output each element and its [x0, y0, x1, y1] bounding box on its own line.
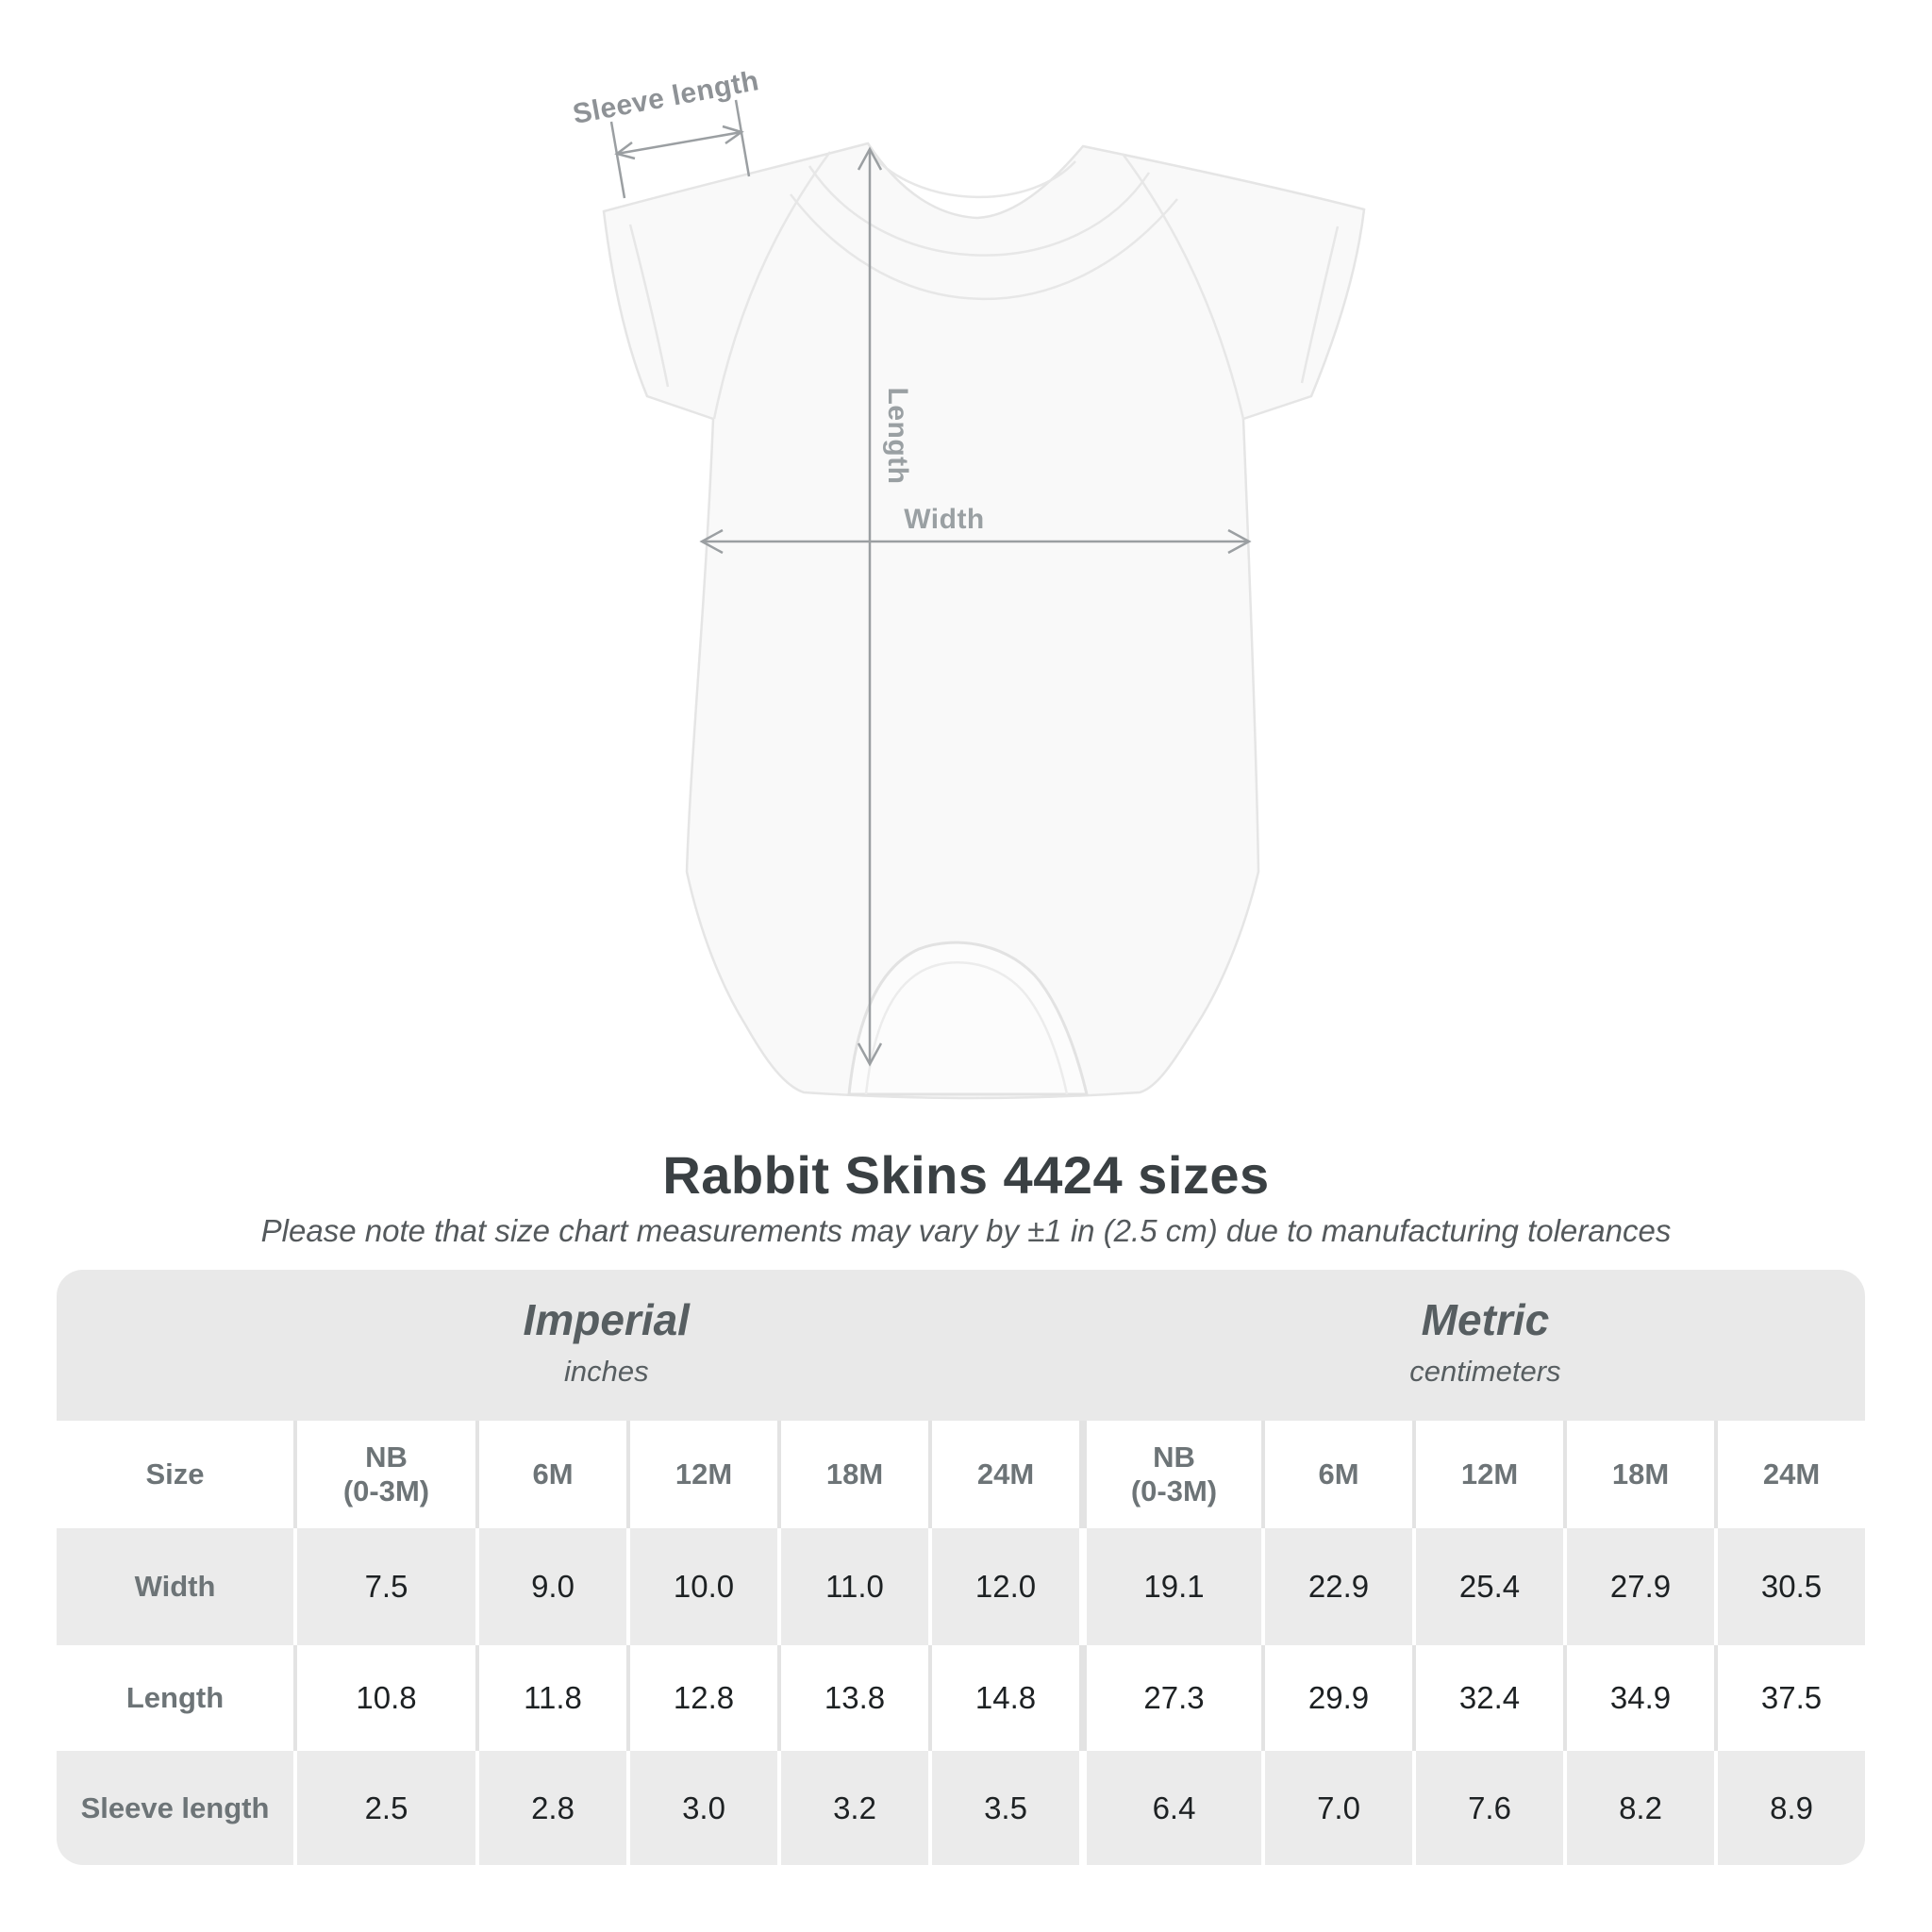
width-value: 11.0	[777, 1528, 928, 1645]
length-value: 13.8	[777, 1645, 928, 1751]
sleeve-value: 6.4	[1079, 1751, 1261, 1865]
width-arrow	[699, 528, 1252, 555]
metric-section-header: Metric centimeters	[1409, 1294, 1560, 1389]
width-value: 30.5	[1714, 1528, 1865, 1645]
size-header-row: Size NB (0-3M) 6M 12M 18M 24M NB (0-3M) 6M…	[57, 1421, 1865, 1528]
length-value: 29.9	[1261, 1645, 1412, 1751]
row-label-size: Size	[57, 1421, 293, 1528]
column-header-nb-metric: NB (0-3M)	[1079, 1421, 1261, 1528]
bodysuit-shape	[602, 142, 1366, 1100]
imperial-section-header: Imperial inches	[524, 1294, 690, 1389]
column-header-text: 24M	[1762, 1457, 1821, 1491]
sleeve-length-arrow	[609, 99, 751, 199]
length-value: 11.8	[475, 1645, 626, 1751]
row-label-length: Length	[57, 1645, 293, 1751]
sleeve-value: 3.0	[626, 1751, 777, 1865]
length-value: 34.9	[1563, 1645, 1714, 1751]
sleeve-value: 2.8	[475, 1751, 626, 1865]
length-value: 32.4	[1412, 1645, 1563, 1751]
width-value: 22.9	[1261, 1528, 1412, 1645]
column-header-24m-metric: 24M	[1714, 1421, 1865, 1528]
bodysuit-illustration	[602, 99, 1366, 1100]
sleeve-length-row: Sleeve length 2.5 2.8 3.0 3.2 3.5 6.4 7.…	[57, 1751, 1865, 1865]
column-header-subtext: (0-3M)	[342, 1474, 430, 1507]
column-header-text: 18M	[825, 1457, 884, 1491]
metric-title: Metric	[1421, 1295, 1550, 1344]
metric-unit: centimeters	[1409, 1355, 1561, 1388]
length-value: 10.8	[293, 1645, 475, 1751]
width-value: 27.9	[1563, 1528, 1714, 1645]
width-value: 10.0	[626, 1528, 777, 1645]
length-arrow	[857, 146, 883, 1067]
size-table: Imperial inches Metric centimeters Size …	[57, 1270, 1865, 1865]
imperial-title: Imperial	[523, 1295, 690, 1344]
imperial-unit: inches	[563, 1355, 649, 1388]
column-header-text: 6M	[1318, 1457, 1359, 1491]
column-header-6m-metric: 6M	[1261, 1421, 1412, 1528]
column-header-subtext: (0-3M)	[1130, 1474, 1218, 1507]
column-header-nb-imperial: NB (0-3M)	[293, 1421, 475, 1528]
column-header-24m-imperial: 24M	[928, 1421, 1079, 1528]
column-header-text: NB	[365, 1441, 408, 1474]
width-value: 25.4	[1412, 1528, 1563, 1645]
length-value: 37.5	[1714, 1645, 1865, 1751]
length-value: 12.8	[626, 1645, 777, 1751]
neckline-seams	[628, 151, 1340, 420]
crotch-flap-seam	[864, 961, 1069, 1095]
row-label-sleeve-length: Sleeve length	[57, 1751, 293, 1865]
column-header-text: NB	[1153, 1441, 1195, 1474]
length-value: 27.3	[1079, 1645, 1261, 1751]
column-header-6m-imperial: 6M	[475, 1421, 626, 1528]
sleeve-value: 2.5	[293, 1751, 475, 1865]
width-row: Width 7.5 9.0 10.0 11.0 12.0 19.1 22.9 2…	[57, 1528, 1865, 1645]
length-row: Length 10.8 11.8 12.8 13.8 14.8 27.3 29.…	[57, 1645, 1865, 1751]
length-label: Length	[882, 387, 913, 485]
width-value: 12.0	[928, 1528, 1079, 1645]
width-label: Width	[904, 504, 985, 535]
column-header-12m-imperial: 12M	[626, 1421, 777, 1528]
column-header-18m-imperial: 18M	[777, 1421, 928, 1528]
column-header-text: 18M	[1611, 1457, 1670, 1491]
width-value: 9.0	[475, 1528, 626, 1645]
row-label-width: Width	[57, 1528, 293, 1645]
sleeve-value: 8.2	[1563, 1751, 1714, 1865]
width-value: 19.1	[1079, 1528, 1261, 1645]
width-value: 7.5	[293, 1528, 475, 1645]
column-header-text: 12M	[1460, 1457, 1519, 1491]
column-header-text: 6M	[532, 1457, 574, 1491]
units-header-row: Imperial inches Metric centimeters	[57, 1270, 1865, 1421]
sleeve-value: 7.6	[1412, 1751, 1563, 1865]
column-header-text: 12M	[675, 1457, 733, 1491]
sleeve-value: 3.2	[777, 1751, 928, 1865]
sleeve-value: 8.9	[1714, 1751, 1865, 1865]
column-header-12m-metric: 12M	[1412, 1421, 1563, 1528]
column-header-18m-metric: 18M	[1563, 1421, 1714, 1528]
sleeve-value: 7.0	[1261, 1751, 1412, 1865]
column-header-text: 24M	[976, 1457, 1035, 1491]
length-value: 14.8	[928, 1645, 1079, 1751]
garment-diagram: Sleeve length Length Width	[571, 65, 1366, 1100]
page-title: Rabbit Skins 4424 sizes	[662, 1145, 1270, 1205]
tolerance-note: Please note that size chart measurements…	[260, 1213, 1672, 1248]
sleeve-value: 3.5	[928, 1751, 1079, 1865]
